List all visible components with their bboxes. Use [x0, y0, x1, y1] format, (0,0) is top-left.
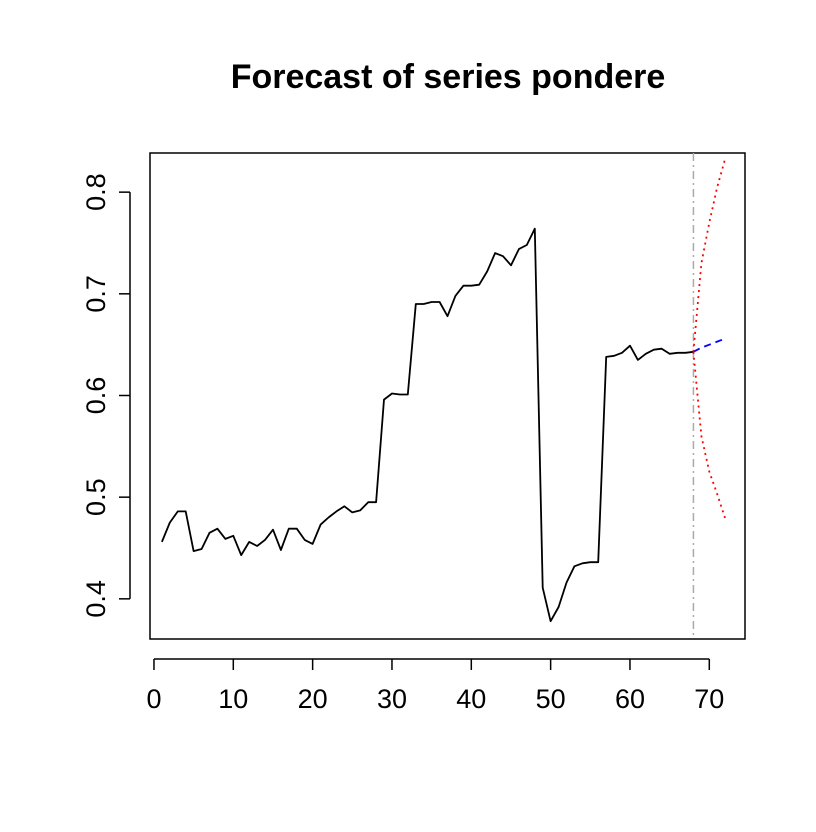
x-axis: 0 10 20 30 40 50 60 70: [146, 658, 724, 714]
series-line-upper: [692, 158, 727, 352]
x-tick-label: 60: [615, 684, 645, 714]
series-line-lower: [692, 351, 727, 519]
x-tick-label: 10: [218, 684, 248, 714]
x-tick-label: 30: [377, 684, 407, 714]
x-tick-label: 50: [536, 684, 566, 714]
y-tick-label: 0.5: [81, 478, 111, 516]
x-tick-label: 70: [694, 684, 724, 714]
y-tick-label: 0.4: [81, 580, 111, 618]
y-tick-label: 0.6: [81, 377, 111, 415]
x-tick-label: 0: [146, 684, 161, 714]
y-tick-label: 0.7: [81, 275, 111, 313]
chart-title: Forecast of series pondere: [231, 58, 666, 96]
x-tick-label: 20: [298, 684, 328, 714]
x-tick-label: 40: [456, 684, 486, 714]
plot-frame: [149, 152, 746, 640]
y-axis: 0.4 0.5 0.6 0.7 0.8: [81, 173, 131, 618]
series-layer: [161, 153, 727, 639]
y-tick-label: 0.8: [81, 173, 111, 211]
series-line-observed: [161, 227, 694, 623]
series-line-forecast: [692, 337, 726, 353]
